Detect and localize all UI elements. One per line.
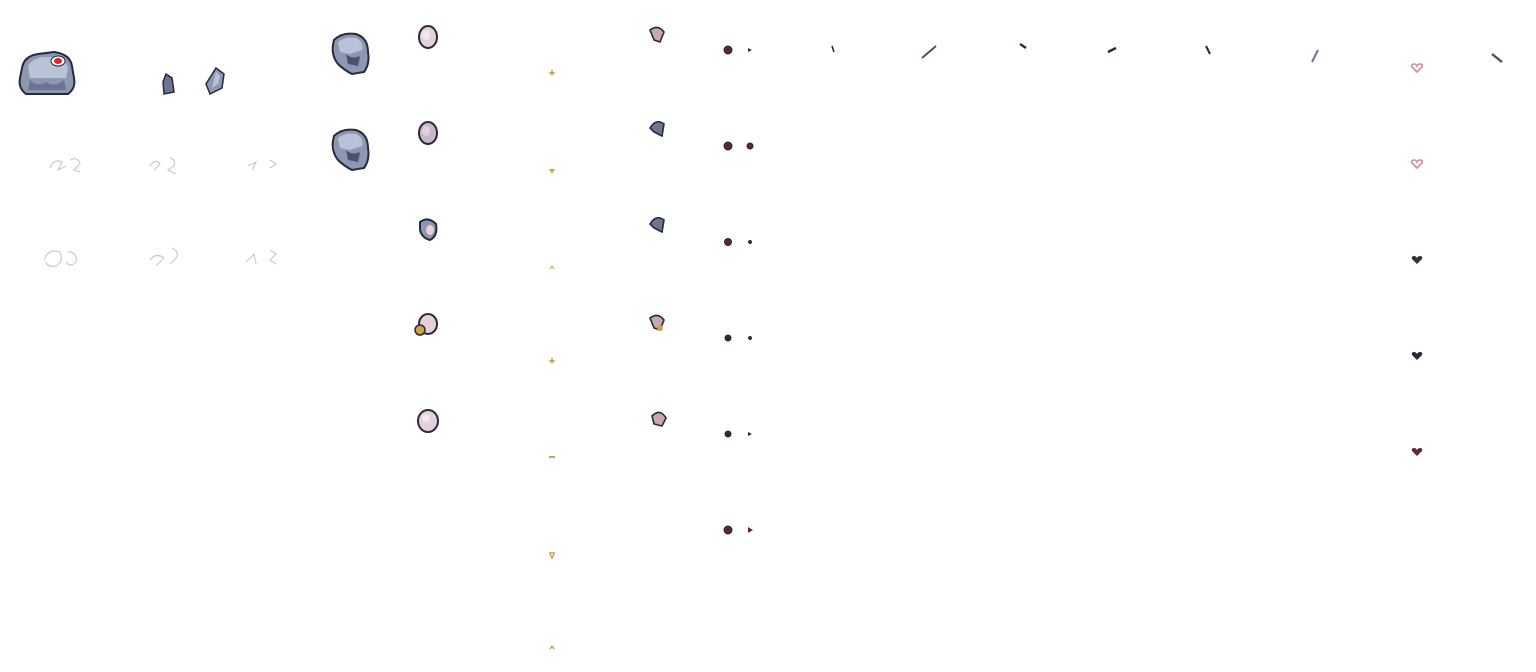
stroke-frame	[1491, 53, 1503, 63]
stroke-frame	[831, 45, 835, 53]
heart-frame	[1410, 63, 1424, 74]
dot-pair-frame	[724, 430, 752, 438]
stroke-frame	[1311, 49, 1319, 63]
shard-frame	[648, 216, 665, 234]
shard-frame	[651, 411, 667, 427]
spark-frame	[549, 644, 555, 650]
stroke-frame	[921, 45, 937, 59]
spark-frame	[548, 357, 556, 365]
dot-pair-frame	[723, 525, 753, 535]
outline-scribble	[49, 158, 81, 173]
shard-frame	[649, 314, 665, 331]
outline-scribble	[149, 157, 177, 175]
heart-frame	[1410, 159, 1424, 170]
spark-frame	[549, 264, 555, 270]
dot-pair-frame	[724, 334, 752, 342]
outline-scribble	[43, 250, 77, 268]
spark-frame	[549, 552, 555, 560]
chest-sprite	[18, 50, 76, 95]
fragment-small	[162, 72, 175, 95]
shell-frame	[417, 409, 439, 433]
stroke-frame	[1019, 43, 1027, 49]
fragment-large	[205, 66, 225, 96]
heart-frame	[1411, 352, 1423, 360]
stroke-frame	[1205, 45, 1211, 55]
shell-frame	[414, 313, 438, 336]
heart-frame	[1411, 256, 1423, 264]
shell-frame	[418, 121, 438, 145]
stroke-frame	[1107, 46, 1117, 54]
outline-scribble	[245, 249, 277, 265]
shard-frame	[649, 26, 665, 43]
shell-frame	[419, 218, 438, 242]
spark-frame	[548, 69, 556, 77]
head-sprite-b	[331, 128, 370, 172]
heart-frame	[1411, 448, 1423, 456]
spark-frame	[549, 169, 555, 174]
head-sprite-a	[331, 32, 370, 76]
dot-pair-frame	[724, 238, 752, 246]
spark-frame	[549, 456, 555, 458]
dot-pair-frame	[723, 141, 754, 151]
outline-scribble	[149, 247, 178, 267]
shell-frame	[418, 25, 438, 49]
dot-pair-frame	[723, 45, 752, 55]
outline-scribble	[247, 159, 278, 171]
shard-frame	[648, 120, 665, 138]
